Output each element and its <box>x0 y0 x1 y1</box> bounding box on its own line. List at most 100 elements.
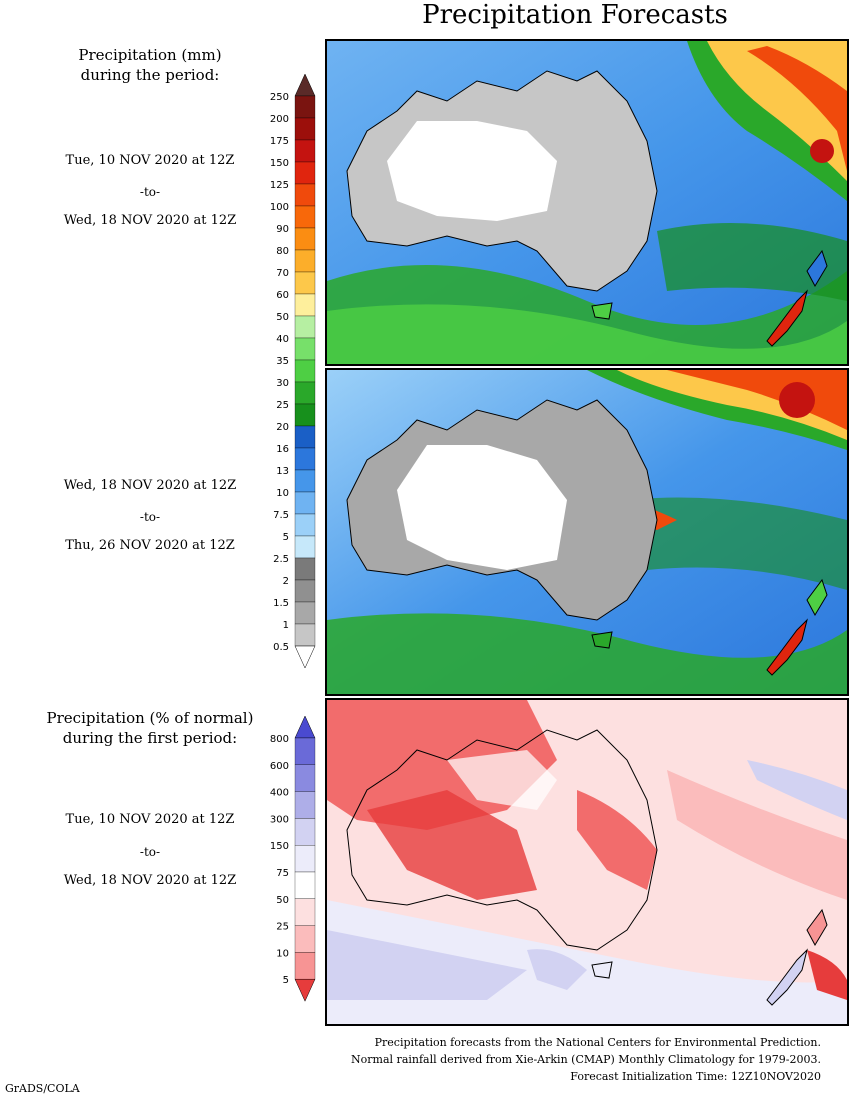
colorbar-swatch <box>294 535 316 559</box>
colorbar-swatch <box>294 952 316 980</box>
colorbar-swatch <box>294 898 316 926</box>
colorbar-swatch <box>294 764 316 792</box>
colorbar-tick-label: 35 <box>276 356 289 367</box>
period1-to: -to- <box>139 185 161 199</box>
footer-line1: Precipitation forecasts from the Nationa… <box>374 1036 821 1049</box>
colorbar-tick-label: 50 <box>276 312 289 323</box>
colorbar-tick-label: 10 <box>276 948 289 959</box>
colorbar-tick-label: 70 <box>276 268 289 279</box>
colorbar-tick-label: 40 <box>276 334 289 345</box>
colorbar-tick-label: 25 <box>276 922 289 933</box>
map-panel-period1 <box>325 39 849 366</box>
colorbar-swatch <box>294 469 316 493</box>
percent-normal-map <box>327 700 847 1024</box>
footer-line2: Normal rainfall derived from Xie-Arkin (… <box>351 1053 821 1066</box>
footer-line3: Forecast Initialization Time: 12Z10NOV20… <box>570 1070 821 1083</box>
colorbar-swatch <box>294 403 316 427</box>
colorbar-tick-label: 1.5 <box>273 598 289 609</box>
colorbar-swatch <box>294 737 316 765</box>
colorbar-bottom-arrow <box>294 978 316 1002</box>
period3-to: -to- <box>139 845 161 859</box>
period2-to: -to- <box>139 510 161 524</box>
colorbar-swatch <box>294 95 316 119</box>
colorbar-tick-label: 150 <box>270 841 289 852</box>
colorbar-tick-label: 800 <box>270 734 289 745</box>
colorbar-tick-label: 400 <box>270 788 289 799</box>
colorbar-tick-label: 80 <box>276 246 289 257</box>
colorbar-tick-label: 50 <box>276 895 289 906</box>
map-panel-percent-normal <box>325 698 849 1026</box>
colorbar-swatch <box>294 818 316 846</box>
colorbar-swatch <box>294 359 316 383</box>
colorbar-swatch <box>294 227 316 251</box>
colorbar-swatch <box>294 601 316 625</box>
colorbar-tick-label: 150 <box>270 158 289 169</box>
colorbar-swatch <box>294 117 316 141</box>
colorbar-swatch <box>294 249 316 273</box>
colorbar-swatch <box>294 579 316 603</box>
colorbar-tick-label: 16 <box>276 444 289 455</box>
period2-start: Wed, 18 NOV 2020 at 12Z <box>63 478 237 493</box>
pct-colorbar: 800 600 400 300 150 75 50 25 10 5 <box>250 715 320 1016</box>
credit-label: GrADS/COLA <box>5 1082 80 1095</box>
colorbar-tick-label: 2 <box>283 576 289 587</box>
colorbar-swatch <box>294 425 316 449</box>
colorbar-top-arrow <box>294 715 316 739</box>
colorbar-tick-label: 60 <box>276 290 289 301</box>
colorbar-swatch <box>294 183 316 207</box>
colorbar-tick-label: 30 <box>276 378 289 389</box>
pct-legend-heading-line2: during the first period: <box>62 729 238 747</box>
colorbar-swatch <box>294 161 316 185</box>
pct-legend-heading-line1: Precipitation (% of normal) <box>46 709 254 727</box>
colorbar-swatch <box>294 557 316 581</box>
colorbar-swatch <box>294 845 316 873</box>
colorbar-tick-label: 250 <box>270 92 289 103</box>
period1-start: Tue, 10 NOV 2020 at 12Z <box>65 153 235 168</box>
colorbar-swatch <box>294 205 316 229</box>
colorbar-tick-label: 200 <box>270 114 289 125</box>
pct-colorbar-graphic: 800 600 400 300 150 75 50 25 10 5 <box>270 715 316 1002</box>
colorbar-swatch <box>294 791 316 819</box>
period2-end: Thu, 26 NOV 2020 at 12Z <box>65 538 235 553</box>
period3-end: Wed, 18 NOV 2020 at 12Z <box>63 873 237 888</box>
precip-legend-heading-line2: during the period: <box>80 66 220 84</box>
colorbar-tick-label: 90 <box>276 224 289 235</box>
colorbar-tick-label: 0.5 <box>273 642 289 653</box>
colorbar-tick-label: 100 <box>270 202 289 213</box>
precip-map-2 <box>327 370 847 694</box>
colorbar-tick-label: 5 <box>283 975 289 986</box>
colorbar-tick-label: 20 <box>276 422 289 433</box>
colorbar-tick-label: 600 <box>270 761 289 772</box>
precip-legend-heading: Precipitation (mm) during the period: <box>0 45 300 85</box>
colorbar-tick-label: 300 <box>270 814 289 825</box>
pct-legend-heading: Precipitation (% of normal) during the f… <box>0 708 300 748</box>
colorbar-swatch <box>294 381 316 405</box>
precip-map-1 <box>327 41 847 364</box>
colorbar-tick-label: 125 <box>270 180 289 191</box>
colorbar-tick-label: 1 <box>283 620 289 631</box>
precip-colorbar: 250 200 175 150 125 100 90 80 70 60 50 40 35 30 25 20 16… <box>250 73 320 670</box>
map-panel-period2 <box>325 368 849 696</box>
colorbar-tick-label: 75 <box>276 868 289 879</box>
colorbar-swatch <box>294 293 316 317</box>
colorbar-tick-label: 10 <box>276 488 289 499</box>
colorbar-bottom-arrow <box>294 645 316 669</box>
colorbar-tick-label: 13 <box>276 466 289 477</box>
colorbar-swatch <box>294 315 316 339</box>
colorbar-swatch <box>294 447 316 471</box>
colorbar-swatch <box>294 271 316 295</box>
period3-start: Tue, 10 NOV 2020 at 12Z <box>65 812 235 827</box>
colorbar-swatch <box>294 491 316 515</box>
colorbar-swatch <box>294 925 316 953</box>
period1-end: Wed, 18 NOV 2020 at 12Z <box>63 213 237 228</box>
colorbar-swatch <box>294 871 316 899</box>
precip-legend-heading-line1: Precipitation (mm) <box>78 46 222 64</box>
colorbar-swatch <box>294 337 316 361</box>
colorbar-tick-label: 5 <box>283 532 289 543</box>
colorbar-tick-label: 175 <box>270 136 289 147</box>
page-title: Precipitation Forecasts <box>422 0 728 30</box>
precip-colorbar-graphic: 2502001751501251009080706050403530252016… <box>270 73 316 669</box>
colorbar-tick-label: 2.5 <box>273 554 289 565</box>
colorbar-swatch <box>294 513 316 537</box>
colorbar-tick-label: 7.5 <box>273 510 289 521</box>
